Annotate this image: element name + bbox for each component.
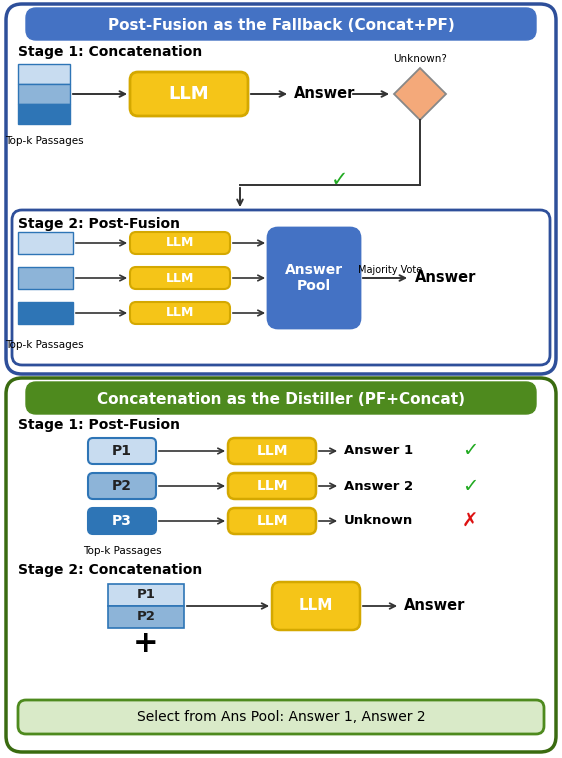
Text: Concatenation as the Distiller (PF+Concat): Concatenation as the Distiller (PF+Conca… [97, 391, 465, 406]
Text: P2: P2 [112, 479, 132, 493]
FancyBboxPatch shape [18, 700, 544, 734]
FancyBboxPatch shape [88, 473, 156, 499]
Text: P1: P1 [137, 588, 156, 602]
Text: Top-k Passages: Top-k Passages [4, 136, 83, 146]
FancyBboxPatch shape [228, 473, 316, 499]
Text: LLM: LLM [256, 514, 288, 528]
Bar [18, 267, 73, 289]
Text: Unknown?: Unknown? [393, 54, 447, 64]
Text: ✓: ✓ [462, 477, 478, 496]
FancyBboxPatch shape [6, 4, 556, 374]
Text: LLM: LLM [256, 444, 288, 458]
Text: LLM: LLM [169, 85, 209, 103]
FancyBboxPatch shape [130, 72, 248, 116]
Text: Answer: Answer [415, 271, 477, 286]
Text: Answer 2: Answer 2 [344, 480, 413, 493]
FancyBboxPatch shape [26, 382, 536, 414]
Text: Stage 1: Concatenation: Stage 1: Concatenation [18, 45, 202, 59]
Text: LLM: LLM [166, 271, 194, 284]
Text: Stage 2: Post-Fusion: Stage 2: Post-Fusion [18, 217, 180, 231]
FancyBboxPatch shape [228, 438, 316, 464]
Text: Top-k Passages: Top-k Passages [83, 546, 161, 556]
Text: +: + [133, 629, 159, 659]
Text: Answer 1: Answer 1 [344, 444, 413, 458]
FancyBboxPatch shape [26, 8, 536, 40]
FancyBboxPatch shape [12, 210, 550, 365]
Text: P3: P3 [112, 514, 132, 528]
Text: Answer: Answer [294, 86, 355, 102]
Text: P1: P1 [112, 444, 132, 458]
Text: ✓: ✓ [462, 441, 478, 461]
Bar [18, 84, 70, 104]
FancyBboxPatch shape [130, 302, 230, 324]
FancyBboxPatch shape [130, 232, 230, 254]
Text: Stage 1: Post-Fusion: Stage 1: Post-Fusion [18, 418, 180, 432]
Text: Answer
Pool: Answer Pool [285, 263, 343, 293]
FancyBboxPatch shape [88, 438, 156, 464]
Bar [108, 606, 184, 628]
Text: LLM: LLM [166, 236, 194, 249]
Text: Answer: Answer [404, 599, 465, 613]
Text: Majority Vote: Majority Vote [358, 265, 422, 275]
FancyBboxPatch shape [228, 508, 316, 534]
Text: P2: P2 [137, 610, 156, 624]
Polygon shape [394, 68, 446, 120]
FancyBboxPatch shape [130, 267, 230, 289]
FancyBboxPatch shape [268, 228, 360, 328]
Bar [18, 302, 73, 324]
Bar [18, 64, 70, 84]
Bar [18, 232, 73, 254]
Text: LLM: LLM [166, 306, 194, 320]
Bar [108, 584, 184, 606]
FancyBboxPatch shape [88, 508, 156, 534]
Text: LLM: LLM [256, 479, 288, 493]
Text: ✓: ✓ [331, 170, 349, 190]
Text: Stage 2: Concatenation: Stage 2: Concatenation [18, 563, 202, 577]
FancyBboxPatch shape [272, 582, 360, 630]
Bar [18, 104, 70, 124]
Text: Unknown: Unknown [344, 515, 413, 528]
Text: ✗: ✗ [462, 512, 478, 531]
Text: LLM: LLM [299, 599, 333, 613]
Text: Select from Ans Pool: Answer 1, Answer 2: Select from Ans Pool: Answer 1, Answer 2 [137, 710, 425, 724]
FancyBboxPatch shape [6, 378, 556, 752]
Text: Top-k Passages: Top-k Passages [4, 340, 83, 350]
Text: Post-Fusion as the Fallback (Concat+PF): Post-Fusion as the Fallback (Concat+PF) [108, 17, 454, 33]
